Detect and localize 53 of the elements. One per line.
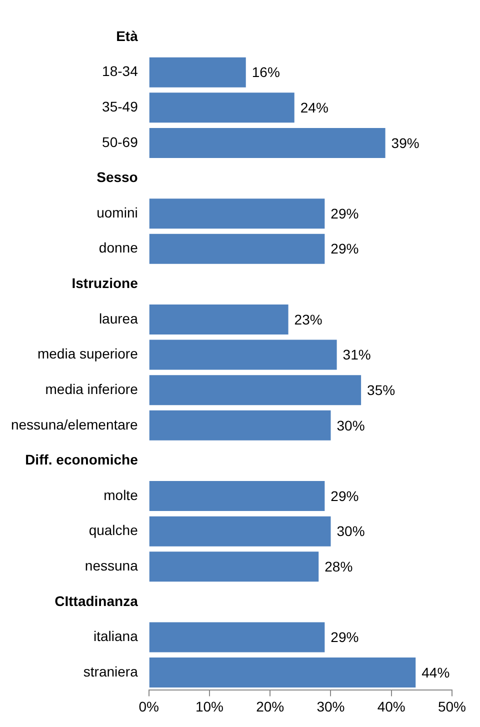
bar (149, 340, 337, 370)
x-tick-label: 30% (316, 698, 345, 714)
y-tick-label: Sesso (96, 169, 138, 186)
bar (149, 304, 288, 334)
x-tick-label: 10% (195, 698, 224, 714)
data-label: 24% (300, 100, 328, 116)
y-tick-label: Istruzione (72, 275, 138, 292)
y-tick-label: CIttadinanza (54, 592, 138, 609)
bar (149, 128, 386, 158)
data-label: 44% (422, 664, 450, 680)
y-tick-label: 50-69 (102, 134, 138, 150)
data-label: 31% (342, 346, 371, 363)
x-tick-label: 40% (377, 698, 406, 714)
data-label: 16% (252, 64, 280, 80)
y-tick-label: media inferiore (45, 380, 138, 397)
y-tick-label: laurea (98, 310, 138, 326)
y-tick-label: molte (104, 486, 138, 503)
x-tick-label: 50% (438, 698, 466, 714)
bar (149, 481, 325, 512)
y-tick-label: uomini (96, 204, 138, 220)
y-tick-label: nessuna/elementare (10, 416, 138, 432)
bar (149, 198, 325, 229)
data-label: 30% (336, 417, 365, 434)
bar (149, 622, 325, 652)
data-label: 23% (294, 311, 322, 328)
y-tick-label: media superiore (37, 346, 138, 362)
y-tick-label: donne (98, 240, 138, 256)
data-label: 28% (324, 558, 353, 574)
y-tick-label: 35-49 (102, 98, 138, 115)
data-label: 30% (336, 523, 365, 540)
y-tick-label: nessuna (84, 557, 138, 574)
bar (149, 375, 362, 406)
y-tick-label: Diff. economiche (25, 452, 138, 468)
y-tick-label: Età (116, 28, 138, 44)
data-label: 39% (391, 134, 420, 151)
data-label: 29% (330, 205, 359, 222)
bar (149, 234, 325, 264)
y-tick-label: qualche (88, 522, 138, 538)
data-label: 35% (367, 382, 396, 398)
data-label: 29% (330, 629, 359, 646)
bar (149, 57, 246, 88)
bar (149, 552, 319, 582)
x-tick-label: 0% (138, 698, 159, 714)
data-label: 29% (330, 488, 359, 504)
x-tick-label: 20% (256, 698, 284, 714)
y-tick-label: italiana (93, 628, 138, 644)
y-tick-label: straniera (83, 663, 138, 680)
data-label: 29% (330, 240, 359, 257)
bar (149, 410, 331, 440)
bar (149, 658, 416, 688)
bar (149, 516, 331, 546)
y-tick-label: 18-34 (102, 63, 138, 80)
bar (149, 92, 294, 123)
